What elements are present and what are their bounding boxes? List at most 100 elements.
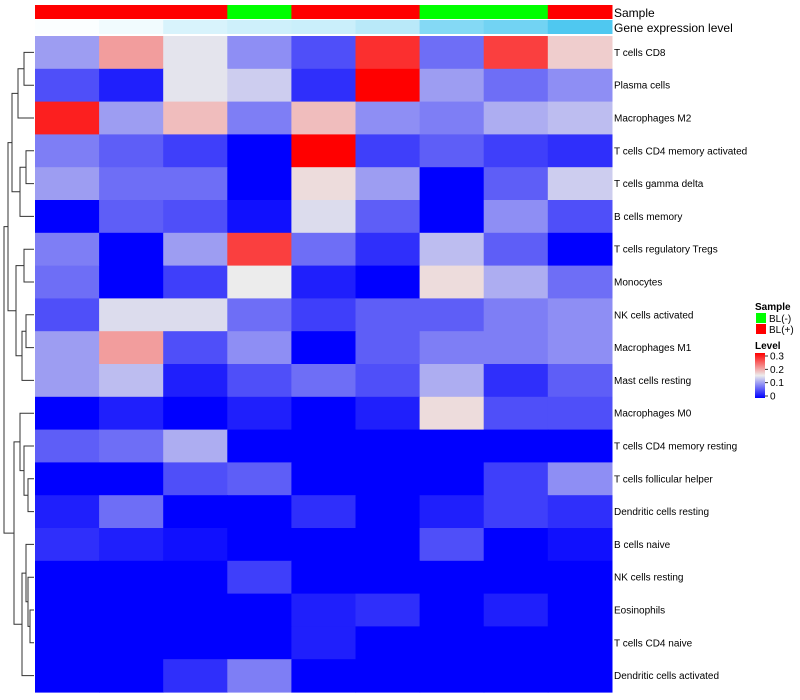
heatmap-cell [355,364,421,398]
heatmap-cell [291,495,357,529]
heatmap-cell [547,659,613,693]
heatmap-cell [99,659,164,693]
heatmap-cell [419,68,485,103]
heatmap-cell [419,429,485,463]
heatmap-cell [291,659,357,693]
dendrogram-branch [29,609,34,644]
heatmap-cell [483,298,549,332]
heatmap-cell [419,659,485,693]
sample-annotation-bar [35,5,613,19]
heatmap-cell [355,101,421,135]
heatmap-cell [163,364,228,398]
heatmap-cell [483,232,549,267]
sample-annotation-cell [291,5,357,19]
row-label: Dendritic cells resting [614,507,709,518]
gene-expression-annotation-cell [99,20,164,34]
heatmap-cell [483,659,549,693]
heatmap-cell [163,429,228,463]
heatmap-cell [99,560,164,595]
heatmap-cell [35,429,100,463]
heatmap-cell [355,331,421,365]
heatmap-cell [355,462,421,496]
legend-level-ticks: 0.3 0.2 0.1 0 [765,352,784,403]
heatmap-cell [483,364,549,398]
sample-annotation-cell [99,5,164,19]
heatmap-cell [35,495,100,529]
gene-expression-annotation-cell [483,20,549,34]
heatmap-cell [99,593,164,627]
heatmap-cell [419,331,485,365]
heatmap-cell [163,36,228,70]
heatmap-cell [547,396,613,431]
heatmap-cell [547,560,613,595]
heatmap-cell [291,626,357,660]
legend: Sample BL(-)BL(+) Level 0.3 0.2 0.1 0 [755,302,794,403]
heatmap-cell [163,68,228,103]
row-label: B cells memory [614,212,682,223]
sample-annotation-cell [163,5,228,19]
heatmap-cell [547,626,613,660]
sample-annotation-cell [355,5,421,19]
heatmap-cell [227,560,292,595]
heatmap-cell [99,298,164,332]
sample-annotation-cell [227,5,292,19]
heatmap-cell [419,36,485,70]
heatmap-cell [419,495,485,529]
heatmap-cell [547,429,613,463]
row-label: Plasma cells [614,81,670,92]
gene-expression-annotation-cell [227,20,292,34]
row-label: T cells CD4 memory resting [614,442,737,453]
heatmap-cell [355,429,421,463]
heatmap-cell [291,593,357,627]
heatmap-cell [163,659,228,693]
heatmap-cell [355,68,421,103]
dendrogram-branch [23,51,34,86]
heatmap-cell [355,560,421,595]
heatmap-cell [163,200,228,234]
heatmap-cell [227,298,292,332]
dendrogram-branch [25,314,34,349]
dendrogram-branch [27,576,34,627]
row-label: Macrophages M1 [614,343,692,354]
row-label: Mast cells resting [614,376,691,387]
heatmap-cell [419,560,485,595]
heatmap-cell [547,528,613,562]
heatmap-cell [227,200,292,234]
sample-annotation-cell [483,5,549,19]
heatmap-cell [291,462,357,496]
heatmap-cell [419,462,485,496]
heatmap-cell [163,232,228,267]
legend-level-colorbar [755,353,765,398]
heatmap-cell [483,101,549,135]
heatmap-cell [483,265,549,299]
dendrogram-branch [23,445,34,496]
heatmap-cell [99,36,164,70]
heatmap-cell [227,232,292,267]
heatmap-cell [355,659,421,693]
heatmap-cell [99,232,164,267]
row-label: Dendritic cells activated [614,671,719,682]
legend-sample-title: Sample [755,302,791,313]
row-label: T cells gamma delta [614,179,704,190]
heatmap-cell [291,167,357,201]
heatmap-cell [163,495,228,529]
heatmap-cell [163,462,228,496]
heatmap-cell [35,364,100,398]
heatmap-cell [291,101,357,135]
heatmap-cell [291,265,357,299]
heatmap-cell [35,396,100,431]
heatmap-cell [99,167,164,201]
heatmap-cell [227,528,292,562]
heatmap-cell [419,593,485,627]
heatmap-cell [547,200,613,234]
row-labels: T cells CD8 Plasma cells Macrophages M2 T c… [614,48,747,682]
heatmap-cell [547,68,613,103]
row-dendrogram [3,51,34,677]
gene-expression-annotation-bar [35,20,613,34]
heatmap-cell [483,68,549,103]
heatmap-cell [419,167,485,201]
heatmap-cell [419,626,485,660]
heatmap-cell [99,265,164,299]
heatmap-cell [419,298,485,332]
dendrogram-branch [27,478,34,513]
